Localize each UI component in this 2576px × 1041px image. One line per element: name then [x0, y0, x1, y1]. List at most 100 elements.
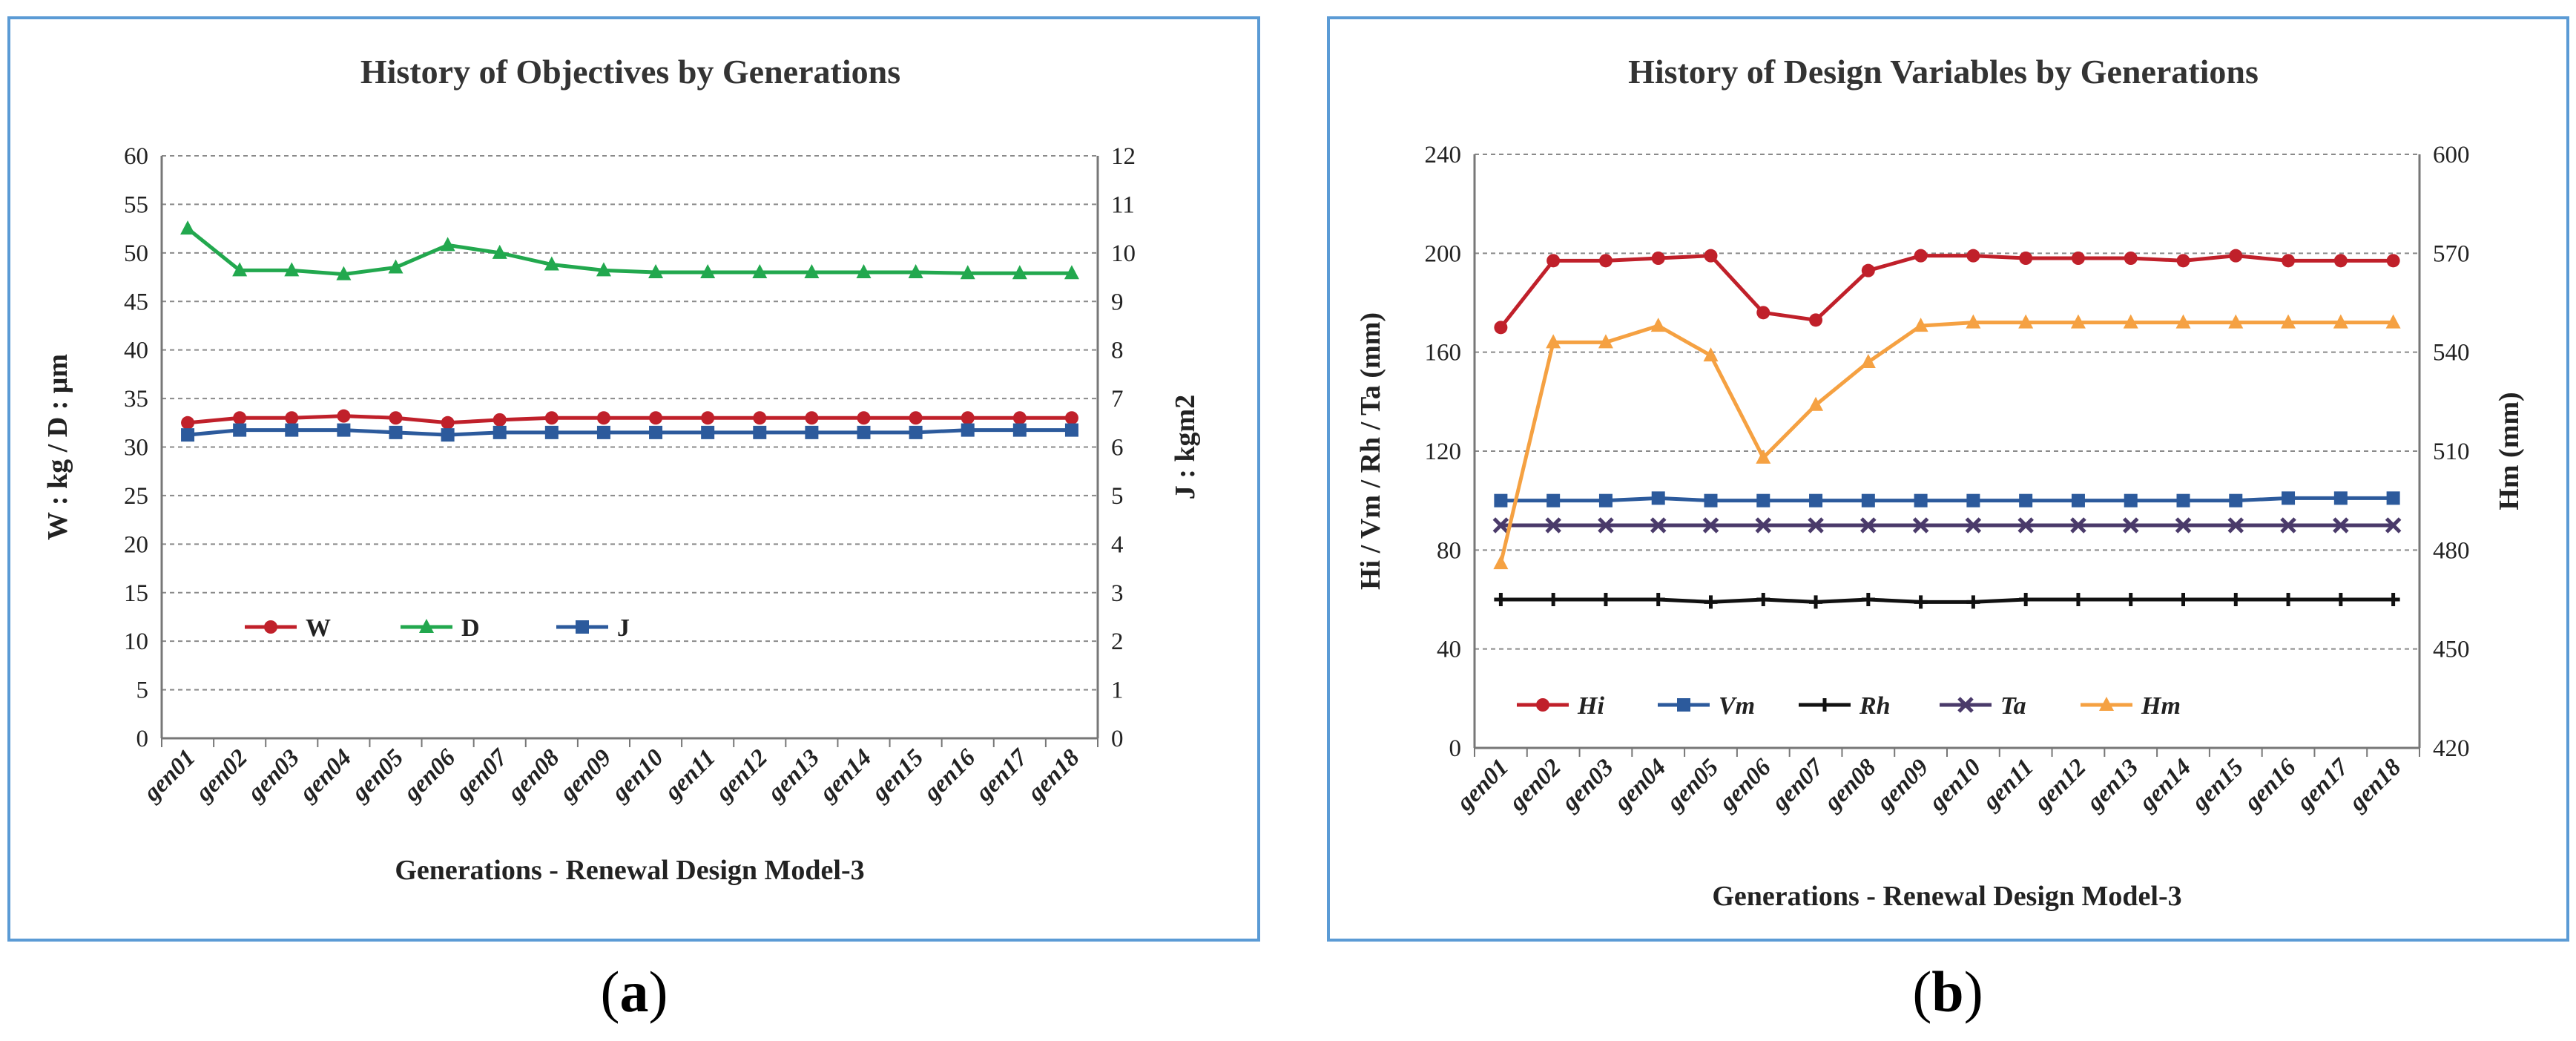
chart-a-series-W — [181, 409, 1078, 430]
chart-b-point-Rh — [1704, 595, 1718, 609]
chart-b-point-Vm — [1756, 493, 1770, 508]
chart-b-point-Hi — [2229, 249, 2243, 263]
chart-a-y2tick: 7 — [1111, 386, 1124, 413]
chart-a-ytick: 15 — [124, 580, 148, 607]
chart-b-xtick-label: gen03 — [1556, 754, 1618, 816]
chart-a-point-D — [700, 264, 716, 278]
chart-b-series-Vm-line — [1501, 496, 2394, 503]
chart-b-point-Vm — [1966, 493, 1980, 508]
chart-a-y2tick: 6 — [1111, 435, 1124, 462]
chart-b-y2tick: 510 — [2433, 439, 2470, 465]
chart-b-point-Vm — [2333, 491, 2348, 505]
chart-b-point-Ta — [1965, 517, 1982, 533]
chart-a-point-W — [701, 411, 715, 425]
chart-a-point-J — [961, 423, 975, 437]
chart-a-ytick: 25 — [124, 483, 148, 510]
chart-a-legend-label: D — [461, 614, 480, 642]
chart-b-point-Rh — [1756, 593, 1770, 606]
chart-b-point-Hi — [1651, 252, 1665, 265]
chart-a-point-D — [596, 262, 611, 277]
chart-panel-b-frame — [1327, 16, 2569, 942]
chart-b-point-Hi — [1546, 254, 1561, 268]
chart-b-point-Vm — [1861, 493, 1875, 508]
chart-b-point-Ta — [1598, 517, 1614, 533]
chart-b-point-Hm — [1808, 396, 1824, 411]
chart-a-point-W — [1064, 411, 1078, 425]
chart-b-point-Ta — [2385, 517, 2402, 533]
chart-b-series-Rh-line — [1501, 597, 2394, 604]
chart-b-title: History of Design Variables by Generatio… — [1628, 53, 2259, 91]
chart-b-point-Hi — [2333, 254, 2348, 268]
chart-a-point-J — [233, 423, 247, 437]
chart-b-point-Ta — [1702, 517, 1719, 533]
chart-a-point-W — [805, 411, 819, 425]
chart-b-point-Hi — [1809, 313, 1823, 327]
chart-a-legend-marker — [264, 620, 277, 634]
chart-b-point-Rh — [2071, 593, 2085, 606]
chart-b-point-Hm — [1546, 334, 1561, 349]
chart-a-point-D — [336, 266, 352, 280]
chart-a-point-J — [441, 428, 455, 442]
chart-a-point-J — [285, 423, 299, 437]
chart-b-point-Rh — [1494, 593, 1508, 606]
chart-b-xtick-label: gen12 — [2029, 754, 2091, 816]
chart-a-y2tick: 1 — [1111, 677, 1124, 704]
chart-b-point-Rh — [2333, 593, 2348, 606]
chart-b-point-Hi — [1966, 249, 1980, 263]
chart-a-series-D-line — [186, 227, 1072, 277]
chart-b-xlabel: Generations - Renewal Design Model-3 — [1712, 881, 2181, 912]
chart-a-ytick: 30 — [124, 435, 148, 462]
chart-b-point-Hm — [2123, 314, 2138, 329]
chart-a-y2label: J : kgm2 — [1170, 395, 1201, 499]
chart-b-point-Vm — [2124, 493, 2138, 508]
chart-a-ytick: 50 — [124, 240, 148, 267]
chart-a-point-W — [181, 416, 195, 430]
chart-a-point-W — [233, 411, 247, 425]
chart-b-xtick-label: gen15 — [2186, 754, 2248, 816]
chart-a-point-W — [493, 413, 507, 427]
chart-b-point-Hi — [2386, 254, 2400, 268]
chart-b-point-Ta — [1650, 517, 1667, 533]
chart-b-legend-label: Ta — [2000, 692, 2026, 720]
chart-b-point-Rh — [1966, 595, 1980, 609]
chart-a-ytick: 5 — [136, 677, 149, 704]
chart-b-point-Ta — [2280, 517, 2296, 533]
chart-b-y2tick: 450 — [2433, 637, 2470, 663]
chart-b-xtick-label: gen06 — [1713, 754, 1776, 817]
chart-b-point-Hi — [1914, 249, 1928, 263]
chart-b-xtick-label: gen14 — [2134, 754, 2196, 816]
chart-a-y2tick: 0 — [1111, 726, 1124, 752]
chart-b-y2label: Hm (mm) — [2494, 392, 2525, 510]
chart-b-ytick: 120 — [1425, 439, 1462, 465]
chart-b-xtick-label: gen10 — [1924, 754, 1986, 816]
chart-b-y2tick: 420 — [2433, 735, 2470, 762]
chart-a-y2tick: 11 — [1111, 191, 1135, 218]
chart-b-point-Hi — [1704, 249, 1718, 263]
chart-b-point-Ta — [1912, 517, 1929, 533]
chart-b-y2tick: 600 — [2433, 142, 2470, 168]
chart-b-point-Vm — [2019, 493, 2033, 508]
chart-a-point-J — [493, 425, 507, 439]
chart-b-series-Hi — [1494, 249, 2400, 335]
chart-a-series-J-line — [187, 428, 1072, 437]
chart-a-point-D — [388, 259, 403, 274]
chart-b-point-Vm — [2071, 493, 2085, 508]
chart-b-point-Hi — [2282, 254, 2296, 268]
chart-a-ytick: 0 — [136, 726, 149, 752]
chart-b-xtick-label: gen08 — [1819, 754, 1881, 816]
chart-b-legend-label: Hm — [2141, 692, 2181, 720]
chart-a-point-D — [492, 244, 507, 259]
chart-b-legend-marker — [1536, 698, 1549, 712]
chart-b-point-Hm — [2228, 314, 2244, 329]
chart-b-point-Ta — [2227, 517, 2244, 533]
chart-a-ytick: 10 — [124, 628, 148, 655]
chart-b-point-Vm — [1914, 493, 1928, 508]
chart-a-y2tick: 2 — [1111, 628, 1124, 655]
chart-b-point-Hi — [2071, 252, 2085, 265]
chart-a-point-W — [544, 411, 559, 425]
chart-b-legend-label: Hi — [1577, 692, 1604, 720]
chart-b-ylabel: Hi / Vm / Rh / Ta (mm) — [1355, 312, 1386, 590]
chart-b-point-Hm — [2333, 314, 2348, 329]
chart-a-point-D — [544, 256, 559, 271]
